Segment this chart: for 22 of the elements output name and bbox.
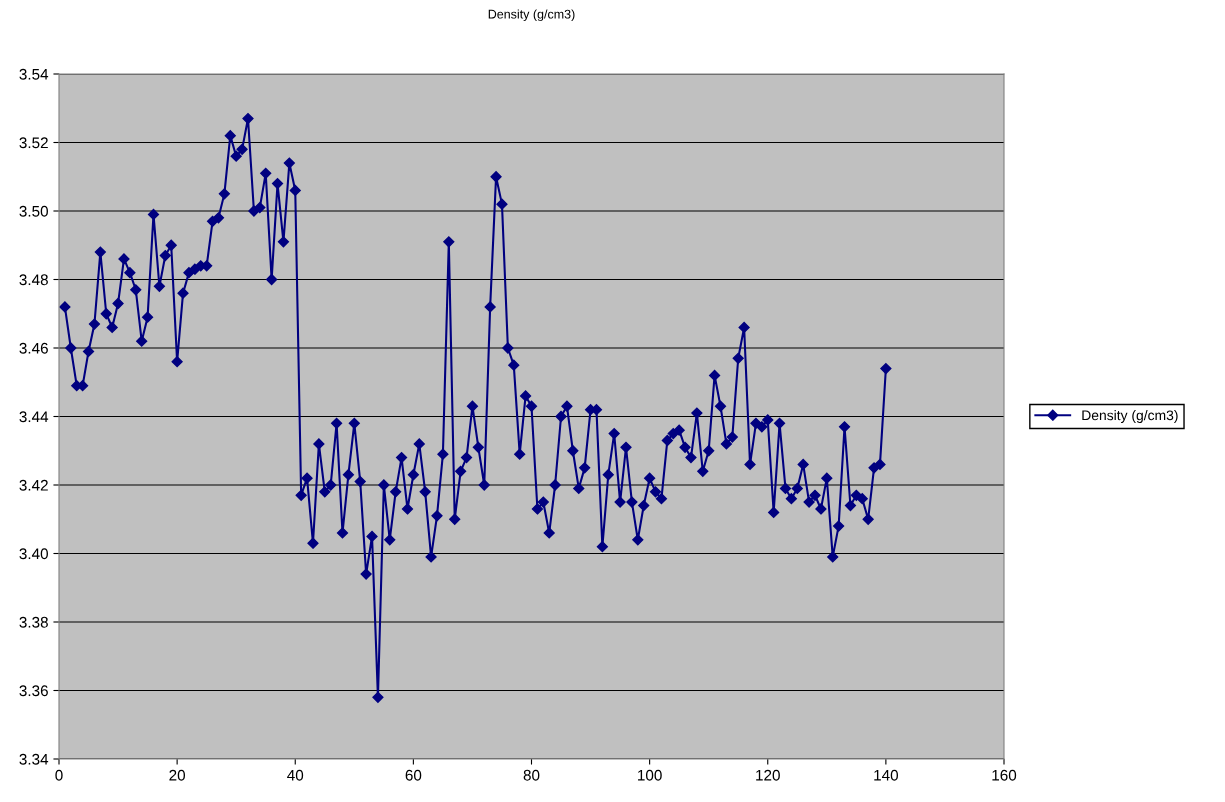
x-tick-label: 100 <box>638 769 662 781</box>
x-tick-label: 40 <box>287 769 304 781</box>
x-tick-label: 160 <box>992 769 1017 781</box>
x-tick-label: 80 <box>523 769 540 781</box>
y-tick-label: 3.34 <box>19 753 49 765</box>
x-tick-label: 20 <box>169 769 186 781</box>
x-tick-label: 120 <box>756 769 780 781</box>
y-tick-label: 3.54 <box>19 68 49 80</box>
y-tick-label: 3.52 <box>19 137 48 149</box>
x-tick-label: 0 <box>55 769 63 781</box>
y-tick-label: 3.42 <box>19 479 48 491</box>
y-tick-label: 3.40 <box>19 548 48 560</box>
x-tick-label: 140 <box>874 769 899 781</box>
legend-label: Density (g/cm3) <box>1082 410 1178 423</box>
x-tick-label: 60 <box>405 769 422 781</box>
y-tick-label: 3.48 <box>19 274 48 286</box>
y-tick-label: 3.38 <box>19 616 48 628</box>
y-tick-label: 3.36 <box>19 685 48 697</box>
chart-title: Density (g/cm3) <box>488 9 575 22</box>
y-tick-label: 3.46 <box>19 342 48 354</box>
y-tick-label: 3.50 <box>19 205 48 217</box>
y-tick-label: 3.44 <box>19 411 49 423</box>
